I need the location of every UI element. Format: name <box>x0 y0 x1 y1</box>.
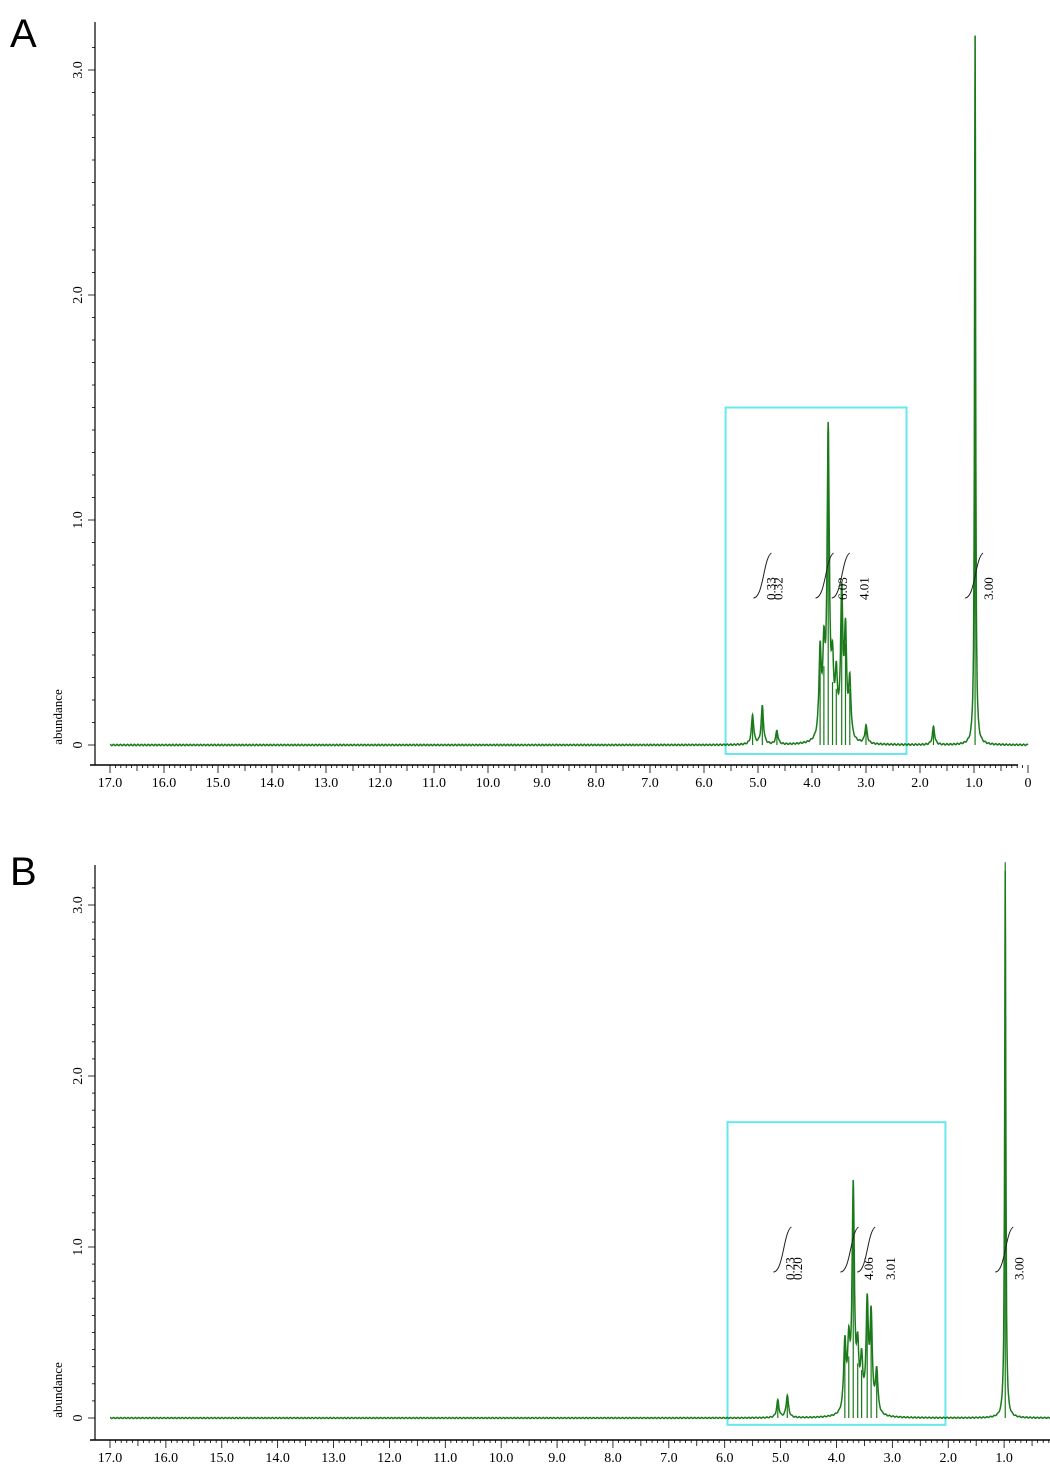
integral-curve <box>753 552 772 599</box>
x-tick-label: 6.0 <box>716 1451 734 1466</box>
integral-curve <box>857 1226 876 1273</box>
integral-label: 3.01 <box>883 1257 898 1280</box>
x-tick-label: 7.0 <box>641 776 659 791</box>
x-tick-label: 10.0 <box>489 1451 514 1466</box>
integral-label: 0.23 <box>783 1257 798 1280</box>
integral-label: 3.00 <box>981 577 996 600</box>
x-tick-label: 9.0 <box>533 776 551 791</box>
x-tick-label: 4.0 <box>828 1451 846 1466</box>
spectrum-trace <box>109 35 1029 747</box>
integral-label: 4.01 <box>857 577 872 600</box>
x-tick-label: 7.0 <box>660 1451 678 1466</box>
spectrum-trace <box>109 870 1050 1420</box>
x-tick-label: 1.0 <box>995 1451 1013 1466</box>
integral-curve <box>995 1226 1014 1273</box>
x-tick-label: 11.0 <box>433 1451 457 1466</box>
integral-label: 6.03 <box>835 577 850 600</box>
highlight-box <box>726 1121 947 1426</box>
integral-curve <box>831 552 851 599</box>
x-tick-label: 15.0 <box>206 776 231 791</box>
x-tick-label: 5.0 <box>772 1451 790 1466</box>
x-tick-label: 16.0 <box>152 776 177 791</box>
y-tick-label: 0 <box>71 1415 86 1422</box>
x-tick-label: 13.0 <box>321 1451 346 1466</box>
spectrum-chart-b: 17.0 16.0 15.0 14.0 13.0 12.0 11.0 10.0 9.0 8.0 7.… <box>50 862 1050 1466</box>
highlight-box <box>724 406 908 755</box>
x-tick-label: 13.0 <box>314 776 339 791</box>
x-tick-label: 12.0 <box>377 1451 402 1466</box>
x-tick-label: 14.0 <box>260 776 285 791</box>
x-tick-label: 15.0 <box>210 1451 235 1466</box>
integral-curve <box>773 1226 792 1273</box>
x-tick-label: 17.0 <box>98 776 123 791</box>
x-tick-label: 16.0 <box>154 1451 179 1466</box>
panel-letter-a: A <box>10 12 37 56</box>
y-tick-label: 1.0 <box>71 1238 86 1256</box>
x-tick-label: 6.0 <box>695 776 713 791</box>
x-tick-label: 3.0 <box>857 776 875 791</box>
y-tick-label: 2.0 <box>71 286 86 304</box>
x-tick-label: 11.0 <box>422 776 446 791</box>
x-tick-label: 1.0 <box>965 776 983 791</box>
x-tick-label: 0 <box>1025 776 1032 791</box>
x-tick-label: 2.0 <box>939 1451 957 1466</box>
y-axis-title: abundance <box>50 689 65 745</box>
x-tick-label: 4.0 <box>803 776 821 791</box>
x-tick-label: 3.0 <box>884 1451 902 1466</box>
x-tick-label: 14.0 <box>265 1451 290 1466</box>
integral-label: 0.32 <box>770 577 785 600</box>
panel-letter-b: B <box>10 850 37 894</box>
x-tick-label: 5.0 <box>749 776 767 791</box>
integral-curve <box>840 1226 859 1273</box>
x-tick-label: 10.0 <box>476 776 501 791</box>
y-axis-title: abundance <box>50 1362 65 1418</box>
spectrum-chart-a: 17.0 16.0 15.0 14.0 13.0 12.0 11.0 10.0 9.0 8.0 7.… <box>50 22 1032 791</box>
integral-curve <box>815 552 834 599</box>
x-tick-label: 8.0 <box>604 1451 622 1466</box>
y-tick-label: 3.0 <box>71 896 86 914</box>
y-tick-label: 1.0 <box>71 511 86 529</box>
spectrum-panel-a: A 17.0 16.0 15.0 14.0 13.0 12.0 11.0 10.0 9.0 8.0… <box>10 12 1032 791</box>
x-tick-label: 12.0 <box>368 776 393 791</box>
integral-label: 0.20 <box>790 1257 805 1280</box>
integral-label: 4.06 <box>861 1257 876 1280</box>
x-tick-label: 17.0 <box>98 1451 123 1466</box>
x-tick-label: 9.0 <box>548 1451 566 1466</box>
x-tick-label: 2.0 <box>911 776 929 791</box>
x-tick-label: 8.0 <box>587 776 605 791</box>
y-tick-label: 3.0 <box>71 61 86 79</box>
y-tick-label: 0 <box>71 742 86 749</box>
y-tick-label: 2.0 <box>71 1067 86 1085</box>
integral-label: 0.33 <box>763 577 778 600</box>
spectrum-panel-b: B 17.0 16.0 15.0 14.0 13.0 12.0 11.0 10.0 9.0 8.0… <box>0 840 1050 1470</box>
integral-label: 3.00 <box>1012 1257 1027 1280</box>
integral-curve <box>964 552 984 599</box>
